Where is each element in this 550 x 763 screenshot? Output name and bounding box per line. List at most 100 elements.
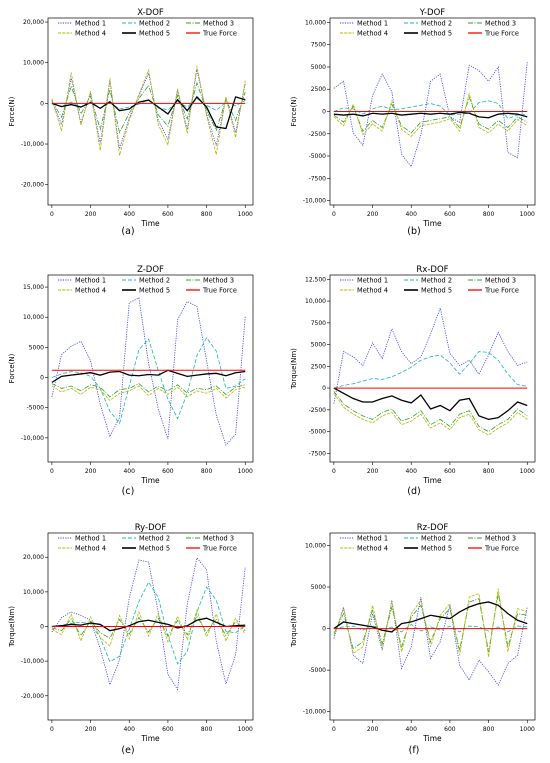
y-tick-label: 10,000 <box>305 19 326 26</box>
y-tick-label: 12,500 <box>305 276 326 283</box>
series-line-method-4 <box>51 385 246 402</box>
x-axis-label: Time <box>422 734 442 743</box>
legend-entry: Method 2 <box>421 19 452 27</box>
x-tick-label: 400 <box>405 468 417 475</box>
series-line-method-3 <box>51 81 246 134</box>
y-tick-label: -10,000 <box>21 658 44 665</box>
x-axis-label: Time <box>140 219 160 228</box>
y-tick-label: 0 <box>322 626 326 633</box>
y-tick-label: -5000 <box>309 429 327 436</box>
x-tick-label: 0 <box>332 211 336 218</box>
legend-entry: Method 4 <box>75 286 106 294</box>
x-tick-label: 0 <box>50 211 54 218</box>
legend-entry: Method 5 <box>139 286 170 294</box>
x-tick-label: 200 <box>367 211 379 218</box>
x-tick-label: 1000 <box>520 726 535 733</box>
series-line-method-5 <box>333 111 528 119</box>
y-tick-label: 2500 <box>311 363 326 370</box>
chart-panel: X-DOF 0 200 400 600 800 1000 20,000 10,000 0 -10,0… <box>8 8 254 237</box>
plot-frame <box>47 274 254 463</box>
y-tick-label: -2500 <box>309 407 327 414</box>
legend-entry: Method 1 <box>75 534 106 542</box>
y-tick-label: -5000 <box>309 153 327 160</box>
y-tick-label: 7500 <box>311 320 326 327</box>
series-line-method-2 <box>333 351 528 389</box>
series-line-method-4 <box>51 65 246 156</box>
y-tick-label: -7500 <box>309 175 327 182</box>
y-tick-label: -10,000 <box>303 198 326 205</box>
chart-title: Z-DOF <box>137 265 164 275</box>
y-tick-label: 0 <box>40 624 44 631</box>
chart-title: Y-DOF <box>419 8 445 18</box>
x-tick-label: 600 <box>162 726 174 733</box>
y-tick-label: 0 <box>40 100 44 107</box>
chart-panel: Z-DOF 0 200 400 600 800 1000 15,000 10,000 5000 0 -… <box>8 265 254 497</box>
x-tick-label: 200 <box>85 726 97 733</box>
y-tick-label: 10,000 <box>305 542 326 549</box>
legend-entry: Method 4 <box>357 29 388 37</box>
legend: Method 1 Method 2 Method 3 Method 4 Method 5… <box>340 19 519 37</box>
legend-entry: Method 5 <box>421 544 452 552</box>
x-tick-label: 800 <box>483 211 495 218</box>
legend: Method 1 Method 2 Method 3 Method 4 Method 5… <box>340 534 519 552</box>
series-line-method-5 <box>51 617 246 632</box>
legend-entry: True Force <box>202 29 237 37</box>
series-line-method-2 <box>51 336 246 425</box>
legend: Method 1 Method 2 Method 3 Method 4 Method 5… <box>58 19 237 37</box>
series-line-method-3 <box>51 615 246 639</box>
legend: Method 1 Method 2 Method 3 Method 4 Method 5… <box>340 276 519 294</box>
series-line-method-1 <box>51 557 246 691</box>
series-line-method-3 <box>333 391 528 433</box>
chart-title: Rx-DOF <box>416 265 448 275</box>
y-tick-label: 20,000 <box>23 554 44 561</box>
legend-entry: Method 4 <box>75 29 106 37</box>
x-tick-label: 1000 <box>238 211 253 218</box>
series-line-method-5 <box>51 369 246 383</box>
plot-frame <box>329 532 536 721</box>
x-axis-label: Time <box>140 734 160 743</box>
x-tick-label: 600 <box>444 726 456 733</box>
legend-entry: Method 5 <box>421 286 452 294</box>
legend-entry: True Force <box>484 29 519 37</box>
y-tick-label: 5000 <box>311 584 326 591</box>
chart-title: Rz-DOF <box>417 523 449 533</box>
y-tick-label: -20,000 <box>21 693 44 700</box>
chart-panel: Rx-DOF 0 200 400 600 800 1000 12,500 10,000 7500 5… <box>290 265 536 497</box>
legend-entry: Method 4 <box>75 544 106 552</box>
legend-entry: Method 3 <box>203 19 234 27</box>
y-tick-label: 0 <box>40 375 44 382</box>
series-line-method-1 <box>51 297 246 446</box>
series-line-method-4 <box>51 609 246 647</box>
y-tick-label: 20,000 <box>23 19 44 26</box>
y-tick-label: 5000 <box>311 64 326 71</box>
x-tick-label: 800 <box>483 468 495 475</box>
legend-entry: Method 2 <box>139 276 170 284</box>
legend: Method 1 Method 2 Method 3 Method 4 Method 5… <box>58 276 237 294</box>
series-line-method-1 <box>333 61 528 168</box>
x-tick-label: 600 <box>444 211 456 218</box>
y-tick-label: -5000 <box>309 667 327 674</box>
series-line-method-4 <box>333 92 528 137</box>
y-tick-label: -2500 <box>309 131 327 138</box>
y-tick-label: 15,000 <box>23 284 44 291</box>
chart-title: X-DOF <box>137 8 164 18</box>
x-tick-label: 800 <box>201 468 213 475</box>
panel-label: (a) <box>121 226 134 237</box>
y-tick-label: 7500 <box>311 42 326 49</box>
series-line-method-4 <box>333 588 528 657</box>
panel-label: (f) <box>409 745 420 756</box>
legend-entry: Method 2 <box>421 276 452 284</box>
legend-entry: Method 1 <box>357 276 388 284</box>
legend: Method 1 Method 2 Method 3 Method 4 Method 5… <box>58 534 237 552</box>
legend-entry: Method 1 <box>75 19 106 27</box>
series-line-method-3 <box>51 383 246 398</box>
legend-entry: Method 2 <box>139 534 170 542</box>
panel-label: (c) <box>122 486 135 497</box>
y-tick-label: 5000 <box>29 344 44 351</box>
y-tick-label: 5000 <box>311 342 326 349</box>
x-axis-label: Time <box>422 476 442 485</box>
series-line-method-3 <box>333 96 528 134</box>
y-axis-label: Torque(Nm) <box>8 606 16 648</box>
x-tick-label: 1000 <box>238 726 253 733</box>
